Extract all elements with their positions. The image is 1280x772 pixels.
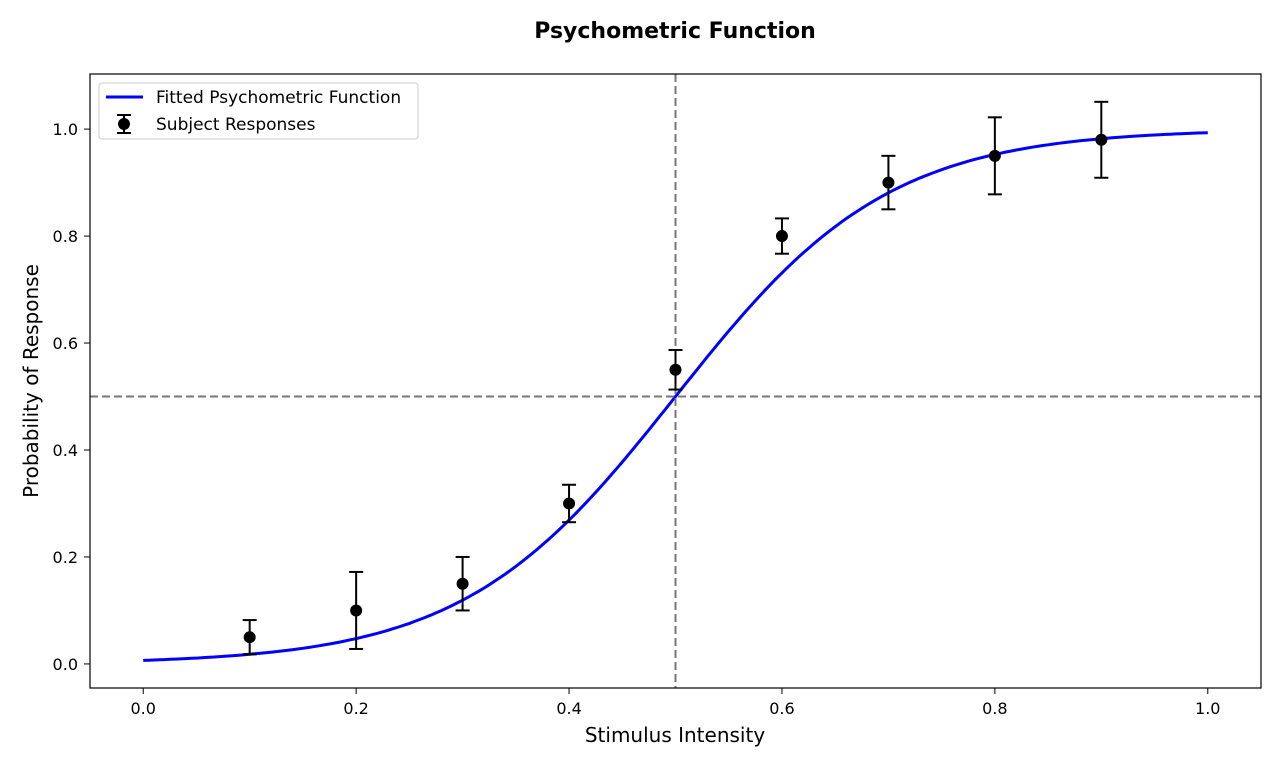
x-tick-label: 0.4 [556,699,581,718]
y-tick-label: 0.6 [53,334,78,353]
legend-label-responses: Subject Responses [156,115,316,135]
y-tick-label: 0.4 [53,441,78,460]
y-axis-label: Probability of Response [19,264,43,498]
data-point [882,176,895,189]
data-point [456,577,469,590]
legend-label-fit: Fitted Psychometric Function [156,88,401,108]
x-tick-label: 1.0 [1195,699,1220,718]
y-tick-label: 0.0 [53,655,78,674]
x-tick-label: 0.8 [982,699,1007,718]
y-tick-label: 0.8 [53,227,78,246]
y-tick-label: 0.2 [53,548,78,567]
legend-box [98,82,419,140]
data-point [988,149,1001,162]
y-tick-label: 1.0 [53,120,78,139]
data-point [1095,133,1108,146]
data-point [669,363,682,376]
x-tick-label: 0.0 [131,699,156,718]
data-point [775,230,788,243]
x-tick-label: 0.6 [769,699,794,718]
plot-area: 0.0 0.2 0.4 0.6 0.8 1.0 0.0 0.2 0.4 0.6 0.8 1.0 [53,73,1262,718]
data-point [243,631,256,644]
x-tick-label: 0.2 [343,699,368,718]
data-point [350,604,363,617]
data-point [563,497,576,510]
chart-title: Psychometric Function [534,19,816,44]
legend: Fitted Psychometric Function Subject Res… [98,82,419,140]
axes-frame [89,73,1262,689]
legend-marker-swatch [118,118,130,130]
x-axis-label: Stimulus Intensity [585,723,765,747]
fitted-curve [143,131,1208,662]
